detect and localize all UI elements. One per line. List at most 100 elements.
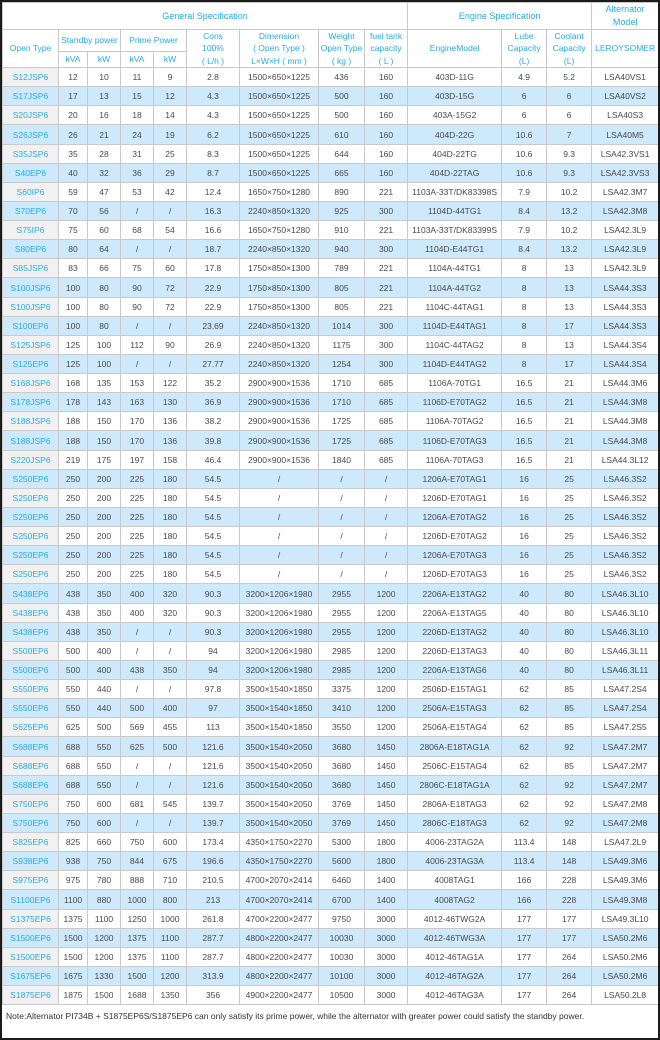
table-row: S250EP6 250 200 225 180 54.5///1206A-E70TAG1 1… [2,468,658,489]
data-cell: 3200×1206×1980 [239,583,319,604]
model-cell: S825EP6 [2,832,59,853]
data-cell: 500 [120,698,154,719]
data-cell: 1750×850×1300 [239,296,319,317]
data-cell: 40 [501,659,548,681]
model-cell: S75IP6 [2,220,59,241]
data-cell: 200 [87,526,121,547]
data-cell: 4700×2070×2414 [239,889,319,910]
generator-spec-table: General Specification Engine Specificati… [2,2,658,1006]
data-cell: 180 [153,545,187,566]
data-cell: 21 [546,430,593,451]
model-cell: S500EP6 [2,659,59,681]
table-row: S438EP6 438 350//90.3 3200×1206×1980 2955 120… [2,621,658,642]
data-cell: 4012-46TWG3A [407,927,503,948]
data-cell: / [363,526,409,547]
table-row: S125EP6 125 100//27.77 2240×850×1320 1254 300… [2,353,658,375]
col-prime-kva: kVA [120,51,154,69]
data-cell: 19 [153,124,187,145]
data-cell: 16.6 [186,220,240,241]
data-cell: 80 [87,277,121,298]
data-cell: 789 [318,258,365,279]
data-cell: 180 [153,506,187,528]
data-cell: 2240×850×1320 [239,200,319,222]
data-cell: 660 [87,832,121,853]
data-cell: 2206A-E13TAG6 [407,659,503,681]
data-cell: 1200 [363,659,409,681]
data-cell: 17 [546,315,593,336]
data-cell: 92 [546,774,593,795]
col-engine-model: EngineModel [407,29,503,69]
data-cell: 13.2 [546,239,593,260]
data-cell: 1104D-44TG1 [407,200,503,222]
data-cell: 153 [120,373,154,394]
data-cell: 197 [120,449,154,470]
data-cell: 8.4 [501,239,548,260]
data-cell: / [318,468,365,489]
data-cell: 21 [546,373,593,394]
data-cell: 6 [546,105,593,126]
data-cell: 177 [546,927,593,948]
data-cell: 925 [318,200,365,222]
data-cell: 36.9 [186,392,240,413]
data-cell: 83 [58,258,88,279]
model-cell: S625EP6 [2,717,59,738]
data-cell: / [153,812,187,834]
model-cell: S26JSP6 [2,124,59,145]
data-cell: 1106A-70TAG2 [407,411,503,432]
model-cell: S438EP6 [2,583,59,604]
table-row: S250EP6 250 200 225 180 54.5///1206D-E70TAG3 1… [2,564,658,585]
data-cell: / [153,774,187,795]
model-cell: S688EP6 [2,755,59,776]
data-cell: 12 [58,67,88,88]
data-cell: 3500×1540×2050 [239,812,319,834]
model-cell: S975EP6 [2,870,59,891]
data-cell: LSA44.3S3 [591,296,658,317]
data-cell: 160 [363,105,409,126]
data-cell: 94 [186,659,240,681]
data-cell: 2900×900×1536 [239,411,319,432]
data-cell: 72 [153,296,187,317]
table-row: S625EP6 625 500 569 455 113 3500×1540×1850 3550… [2,717,658,738]
model-cell: S250EP6 [2,526,59,547]
data-cell: 90 [120,296,154,317]
data-cell: 4012-46TAG3A [407,985,503,1006]
data-cell: 62 [501,717,548,738]
data-cell: LSA42.3VS3 [591,162,658,183]
data-cell: 35.2 [186,373,240,394]
data-cell: 438 [120,659,154,681]
data-cell: 4.3 [186,105,240,126]
data-cell: LSA46.3S2 [591,545,658,566]
data-cell: / [153,315,187,336]
data-cell: 685 [363,411,409,432]
data-cell: 3500×1540×2050 [239,793,319,814]
data-cell: 3680 [318,774,365,795]
data-cell: 225 [120,526,154,547]
data-cell: / [120,239,154,260]
data-cell: 1200 [363,698,409,719]
model-cell: S250EP6 [2,545,59,566]
data-cell: 287.7 [186,927,240,948]
data-cell: 264 [546,946,593,967]
data-cell: 11 [120,67,154,88]
data-cell: 4012-46TWG2A [407,908,503,929]
data-cell: LSA40VS2 [591,86,658,107]
data-cell: 1106A-70TAG3 [407,449,503,470]
data-cell: 888 [120,870,154,891]
data-cell: 436 [318,67,365,88]
data-cell: 28 [87,143,121,164]
data-cell: 3200×1206×1980 [239,621,319,642]
data-cell: 21 [546,449,593,470]
data-cell: 5.2 [546,67,593,88]
data-cell: 938 [58,851,88,872]
data-cell: 1500×650×1225 [239,143,319,164]
data-cell: LSA47.2M8 [591,812,658,834]
model-cell: S250EP6 [2,506,59,528]
data-cell: 148 [546,832,593,853]
data-cell: 26 [58,124,88,145]
data-cell: 440 [87,698,121,719]
data-cell: 100 [87,334,121,355]
data-cell: 313.9 [186,965,240,987]
data-cell: LSA42.3M8 [591,200,658,222]
data-cell: 750 [120,832,154,853]
data-cell: 300 [363,315,409,336]
